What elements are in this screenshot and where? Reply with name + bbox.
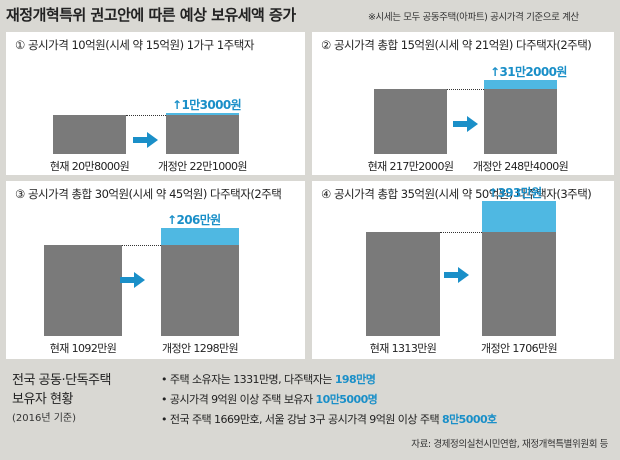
bar-label-current: 현재 20만8000원 <box>49 160 130 173</box>
reference-dotted-line <box>440 232 482 233</box>
bar-label-proposed: 개정안 22만1000원 <box>158 160 247 173</box>
reference-dotted-line <box>122 245 161 246</box>
bar-proposed-increase <box>166 112 239 115</box>
page-title: 재정개혁특위 권고안에 따른 예상 보유세액 증가 <box>6 6 296 24</box>
bar-current <box>374 89 447 154</box>
reference-dotted-line <box>126 115 166 116</box>
summary-heading-line2: 보유자 현황 <box>12 392 73 407</box>
bar-label-current: 현재 217만2000원 <box>367 160 454 173</box>
chart-panel-2: ② 공시가격 총합 15억원(시세 약 21억원) 다주택자(2주택) ↑31만… <box>312 32 614 175</box>
right-arrow-icon <box>453 116 478 132</box>
bar-label-current: 현재 1313만원 <box>369 342 437 355</box>
bar-current <box>53 115 126 154</box>
chart-title: ② 공시가격 총합 15억원(시세 약 21억원) 다주택자(2주택) <box>321 38 592 52</box>
summary-heading-line1: 전국 공동·단독주택 <box>12 373 111 388</box>
bullet-text: • 전국 주택 1669만호, 서울 강남 3구 공시가격 9억원 이상 주택 <box>161 413 442 426</box>
bar-label-proposed: 개정안 1706만원 <box>480 342 558 355</box>
bar-proposed-increase <box>484 79 557 89</box>
calculation-note: ※시세는 모두 공동주택(아파트) 공시가격 기준으로 계산 <box>368 12 579 23</box>
chart-panel-3: ③ 공시가격 총합 30억원(시세 약 45억원) 다주택자(2주택 ↑206만… <box>6 181 305 359</box>
right-arrow-icon <box>444 267 469 283</box>
increase-label: ↑31만2000원 <box>490 64 567 79</box>
chart-panel-4: ④ 공시가격 총합 35억원(시세 약 50억원) 다주택자(3주택) ↑393… <box>312 181 614 359</box>
source-note: 자료: 경제정의실천시민연합, 재정개혁특별위원회 등 <box>411 439 608 450</box>
bar-current <box>366 232 440 336</box>
summary-bullet-3: • 전국 주택 1669만호, 서울 강남 3구 공시가격 9억원 이상 주택 … <box>161 411 497 427</box>
bullet-highlight: 198만명 <box>334 373 376 386</box>
bar-current <box>44 245 122 336</box>
chart-title: ① 공시가격 10억원(시세 약 15억원) 1가구 1주택자 <box>15 38 254 52</box>
chart-title: ④ 공시가격 총합 35억원(시세 약 50억원) 다주택자(3주택) <box>321 187 592 201</box>
right-arrow-icon <box>120 272 145 288</box>
bar-proposed-base <box>482 232 556 336</box>
increase-label: ↑393만원 <box>488 185 542 200</box>
bar-proposed-base <box>484 89 557 154</box>
summary-heading-sub: (2016년 기준) <box>12 413 77 424</box>
increase-label: ↑206만원 <box>167 212 221 227</box>
bullet-highlight: 10만5000명 <box>315 393 378 406</box>
bullet-text: • 주택 소유자는 1331만명, 다주택자는 <box>161 373 335 386</box>
bar-proposed-base <box>161 245 239 336</box>
bar-label-proposed: 개정안 1298만원 <box>161 342 239 355</box>
bar-label-proposed: 개정안 248만4000원 <box>472 160 569 173</box>
summary-bullet-1: • 주택 소유자는 1331만명, 다주택자는 198만명 <box>161 371 376 387</box>
increase-label: ↑1만3000원 <box>172 97 242 112</box>
chart-panel-1: ① 공시가격 10억원(시세 약 15억원) 1가구 1주택자 ↑1만3000원… <box>6 32 305 175</box>
chart-title: ③ 공시가격 총합 30억원(시세 약 45억원) 다주택자(2주택 <box>15 187 282 201</box>
bar-proposed-base <box>166 115 239 154</box>
reference-dotted-line <box>447 89 484 90</box>
bullet-highlight: 8만5000호 <box>441 413 497 426</box>
right-arrow-icon <box>133 132 158 148</box>
summary-bullet-2: • 공시가격 9억원 이상 주택 보유자 10만5000명 <box>161 391 378 407</box>
bar-proposed-increase <box>161 227 239 245</box>
bullet-text: • 공시가격 9억원 이상 주택 보유자 <box>161 393 316 406</box>
bar-label-current: 현재 1092만원 <box>49 342 117 355</box>
bar-proposed-increase <box>482 200 556 232</box>
